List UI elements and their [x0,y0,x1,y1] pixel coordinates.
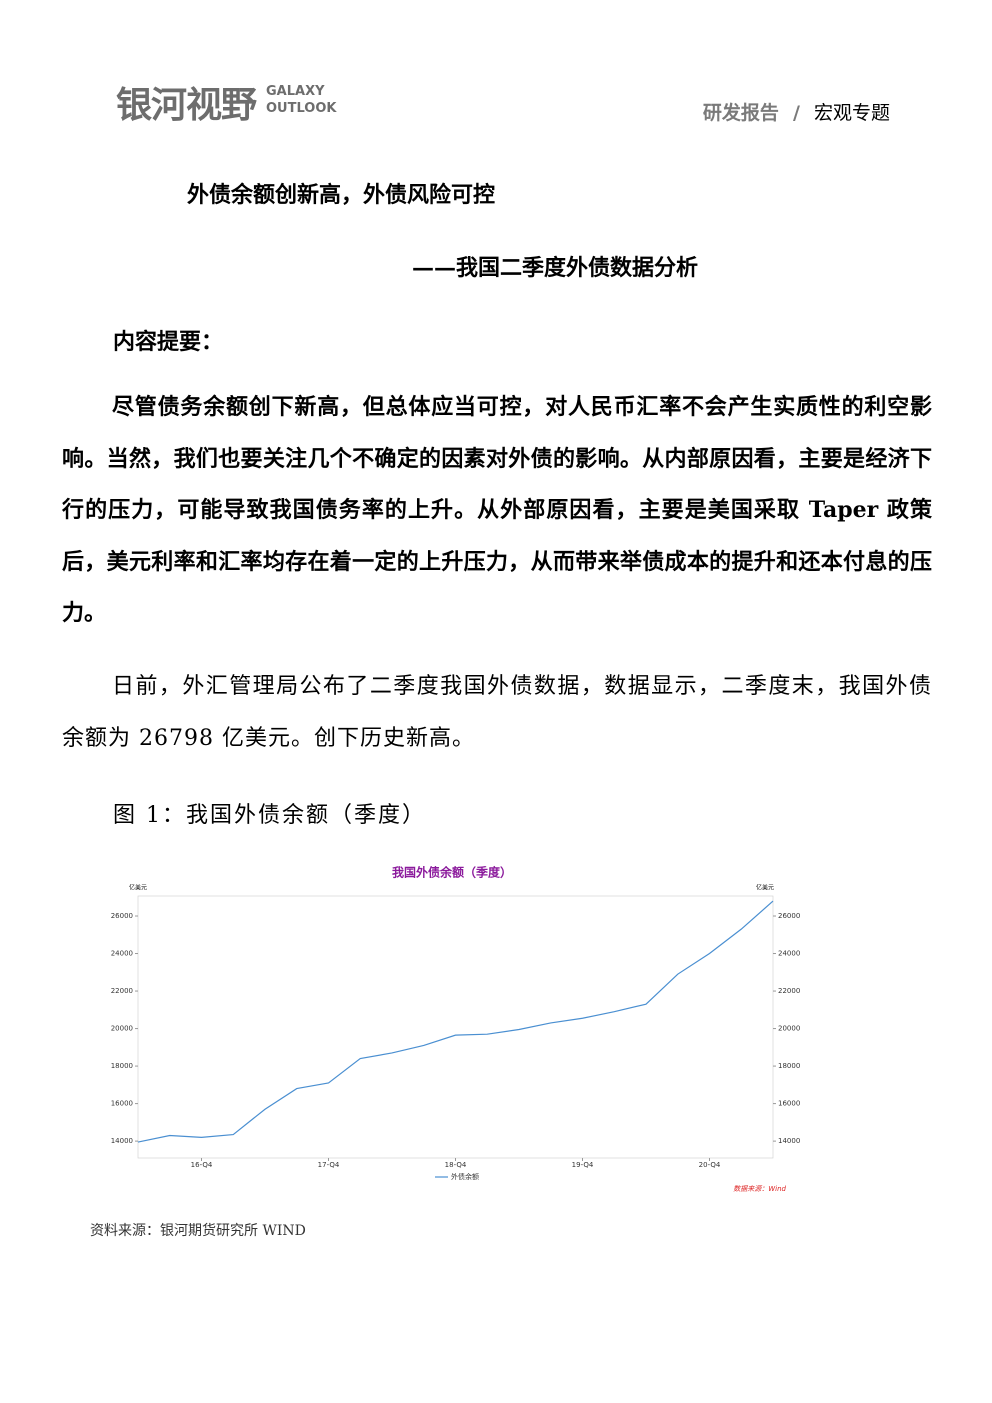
y2-tick-label: 14000 [778,1137,800,1145]
y-tick-label: 26000 [111,912,133,920]
figure-caption: 图 1：我国外债余额（季度） [113,803,426,828]
figure-source: 资料来源：银河期货研究所 WIND [90,1223,306,1239]
section-heading: 内容提要： [113,329,224,355]
series-line [137,900,774,1143]
y2-tick-label: 20000 [778,1025,800,1033]
x-tick-label: 20-Q4 [699,1161,721,1169]
y2-tick-label: 22000 [778,987,800,995]
separator: / [792,102,800,124]
summary-text: 尽管债务余额创下新高，但总体应当可控，对人民币汇率不会产生实质性的利空影响。当然… [62,394,932,626]
y-tick-label: 22000 [111,987,133,995]
y2-tick-label: 24000 [778,950,800,958]
y-tick-label: 14000 [111,1137,133,1145]
y2-unit: 亿美元 [756,884,774,892]
x-tick-label: 18-Q4 [445,1161,467,1169]
y-tick-label: 18000 [111,1062,133,1070]
chart-source: 数据来源：Wind [733,1185,786,1193]
y-unit: 亿美元 [129,884,147,892]
logo-en: GALAXY [266,84,325,99]
y-tick-label: 20000 [111,1025,133,1033]
logo-en: OUTLOOK [266,101,337,116]
chart: 我国外债余额（季度） 亿美元 亿美元 14000 16000 18000 20000 2200… [111,865,801,1194]
y-tick-label: 24000 [111,950,133,958]
x-tick-label: 16-Q4 [191,1161,213,1169]
logo: 银河视野 [116,85,257,126]
chart-title: 我国外债余额（季度） [392,865,512,880]
plot-frame [137,895,774,1159]
paragraph: 日前，外汇管理局公布了二季度我国外债数据，数据显示，二季度末，我国外债余额为 2… [62,674,932,751]
y2-tick-label: 16000 [778,1100,800,1108]
subtitle: ——我国二季度外债数据分析 [412,255,699,281]
legend-label: 外债余额 [451,1172,479,1181]
y-tick-label: 16000 [111,1100,133,1108]
title: 外债余额创新高，外债风险可控 [187,182,496,208]
y2-tick-label: 26000 [778,912,800,920]
category: 研发报告 [702,102,779,124]
x-tick-label: 19-Q4 [572,1161,594,1169]
x-tick-label: 17-Q4 [318,1161,340,1169]
header-nav: 研发报告 / 宏观专题 [703,98,890,125]
topic: 宏观专题 [813,102,890,124]
y2-tick-label: 18000 [778,1062,800,1070]
